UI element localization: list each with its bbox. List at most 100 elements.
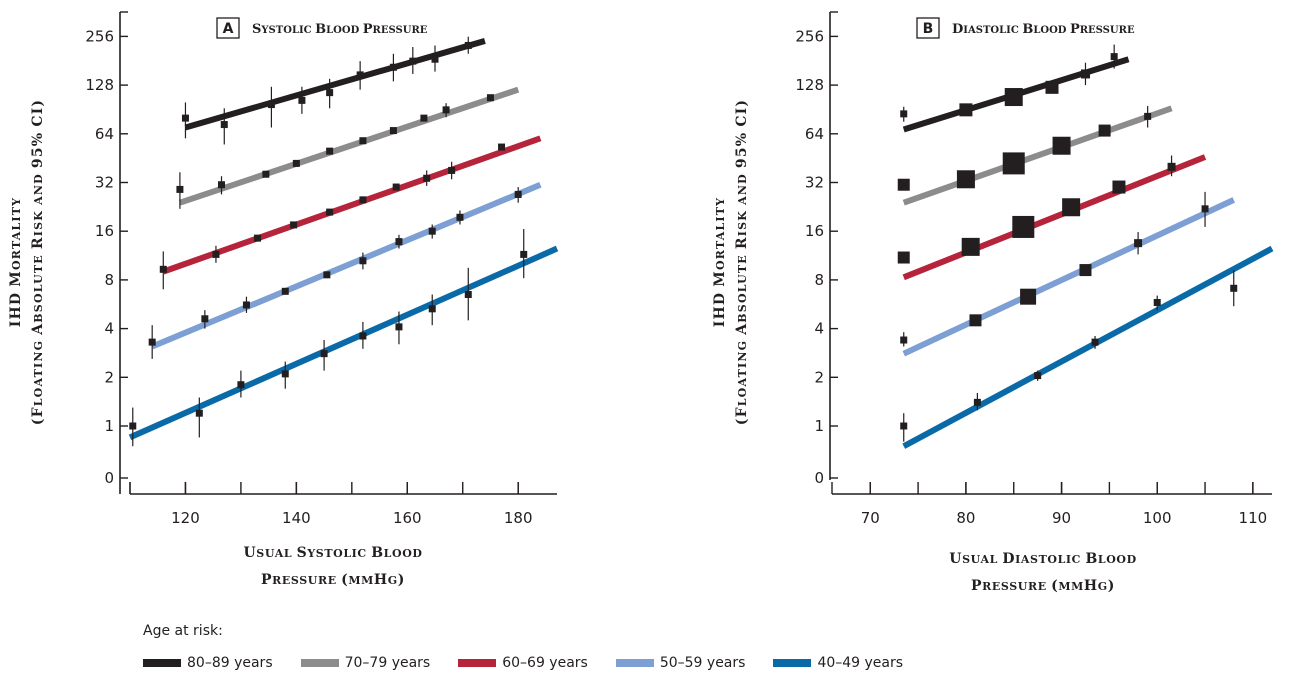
data-point <box>900 336 908 344</box>
data-point <box>1230 284 1238 292</box>
x-axis-title: USUAL SYSTOLIC BLOOD <box>243 545 422 561</box>
panel-letter-box <box>916 17 940 39</box>
y-tick-label: 64 <box>805 125 824 143</box>
data-point <box>448 166 456 174</box>
data-point <box>1098 124 1111 137</box>
legend-item-80-89: 80–89 years <box>143 655 273 671</box>
data-point <box>897 251 910 264</box>
data-point <box>218 181 225 189</box>
data-point <box>195 409 203 417</box>
data-point <box>1134 239 1143 248</box>
y-tick-label: 2 <box>104 368 114 386</box>
data-point <box>1020 288 1037 305</box>
data-point <box>442 106 450 114</box>
data-point <box>359 332 367 340</box>
trend-line <box>902 197 1236 357</box>
data-point <box>326 208 334 216</box>
data-point <box>176 185 184 193</box>
data-point <box>220 121 228 129</box>
data-point <box>237 381 245 389</box>
x-tick-label: 120 <box>171 509 200 527</box>
data-point <box>201 315 209 323</box>
data-point <box>431 55 439 63</box>
y-tick-label: 0 <box>104 469 114 487</box>
y-tick-label: 0 <box>814 469 824 487</box>
data-point <box>959 103 973 117</box>
x-axis-title: PRESSURE (MMHG) <box>971 578 1115 594</box>
x-tick-label: 90 <box>1052 509 1071 527</box>
data-point <box>514 190 522 198</box>
data-point <box>1062 198 1081 217</box>
x-axis-title: USUAL DIASTOLIC BLOOD <box>949 551 1137 567</box>
legend-label-60-69: 60–69 years <box>502 655 588 671</box>
y-tick-label: 8 <box>104 271 114 289</box>
panel-b: 0 1 2 4 8 16 32 64 128 256 70 80 90 100 110 B DIASTOLIC … <box>712 11 1274 594</box>
data-point <box>900 422 908 430</box>
data-point <box>956 170 975 189</box>
data-point <box>298 96 306 104</box>
data-point <box>423 174 431 182</box>
data-point <box>1144 112 1152 120</box>
x-tick-label: 100 <box>1143 509 1172 527</box>
panel-title: SYSTOLIC BLOOD PRESSURE <box>252 22 428 37</box>
panel-title: DIASTOLIC BLOOD PRESSURE <box>952 22 1135 37</box>
data-point <box>254 234 262 242</box>
data-point <box>1004 88 1023 107</box>
legend-label-50-59: 50–59 years <box>659 655 746 671</box>
data-point <box>486 94 494 102</box>
x-tick-label: 110 <box>1239 509 1268 527</box>
series-5059 <box>900 191 1236 357</box>
data-point <box>267 101 275 109</box>
data-point <box>464 290 472 298</box>
legend-label-40-49: 40–49 years <box>817 655 904 671</box>
y-tick-label: 128 <box>795 76 824 94</box>
y-tick-label: 256 <box>85 27 114 45</box>
y-tick-label: 128 <box>85 76 114 94</box>
data-point <box>292 159 300 167</box>
legend-swatch-50-59 <box>615 659 654 667</box>
data-point <box>1080 69 1090 79</box>
y-tick-label: 4 <box>104 320 114 338</box>
data-point <box>242 301 250 309</box>
data-point <box>900 110 908 118</box>
data-point <box>326 89 334 97</box>
y-tick-label: 16 <box>805 222 824 240</box>
data-point <box>498 143 506 151</box>
y-tick-label: 256 <box>795 27 824 45</box>
data-point <box>520 250 528 258</box>
series-7079 <box>176 86 520 209</box>
legend-swatch-60-69 <box>458 659 497 667</box>
y-axis-title: (FLOATING ABSOLUTE RISK AND 95% CI) <box>30 99 46 426</box>
legend-item-40-49: 40–49 years <box>773 655 903 671</box>
x-tick-label: 180 <box>504 509 533 527</box>
series-7079 <box>897 105 1173 206</box>
legend-swatch-80-89 <box>143 659 181 667</box>
panel-letter-box <box>216 17 240 39</box>
data-point <box>159 265 167 273</box>
data-point <box>973 398 981 406</box>
series-4049 <box>900 245 1274 449</box>
data-point <box>464 41 472 49</box>
data-point <box>961 237 980 256</box>
y-tick-label: 16 <box>95 222 114 240</box>
y-tick-label: 32 <box>95 174 114 192</box>
data-point <box>320 350 328 358</box>
series-6069 <box>159 135 542 290</box>
trend-line <box>902 105 1173 206</box>
legend-title: Age at risk: <box>143 623 223 639</box>
data-point <box>290 221 298 229</box>
data-point <box>281 287 289 295</box>
y-tick-label: 1 <box>104 417 114 435</box>
y-tick-label: 1 <box>814 417 824 435</box>
legend-label-80-89: 80–89 years <box>187 655 273 671</box>
trend-line <box>151 181 542 350</box>
data-point <box>212 250 220 258</box>
y-tick-label: 2 <box>814 368 824 386</box>
data-point <box>1201 205 1209 213</box>
data-point <box>395 323 403 331</box>
legend-swatch-70-79 <box>300 659 339 667</box>
x-tick-label: 160 <box>393 509 422 527</box>
legend-label-70-79: 70–79 years <box>344 655 431 671</box>
data-point <box>428 227 436 235</box>
